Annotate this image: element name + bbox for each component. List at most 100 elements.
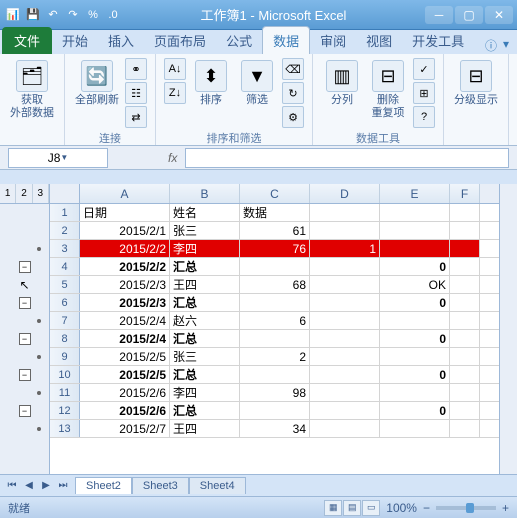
- cell[interactable]: [450, 258, 480, 275]
- filter-button[interactable]: ▼ 筛选: [236, 58, 278, 109]
- cell[interactable]: [240, 366, 310, 383]
- cell[interactable]: [380, 240, 450, 257]
- cell[interactable]: [240, 294, 310, 311]
- cell[interactable]: [310, 348, 380, 365]
- cell[interactable]: 0: [380, 258, 450, 275]
- cell[interactable]: 数据: [240, 204, 310, 221]
- file-tab[interactable]: 文件: [2, 27, 52, 54]
- row-header[interactable]: 7: [50, 312, 80, 329]
- vertical-scrollbar[interactable]: [499, 184, 517, 474]
- cell[interactable]: 日期: [80, 204, 170, 221]
- cell[interactable]: 34: [240, 420, 310, 437]
- tab-data[interactable]: 数据: [262, 26, 310, 54]
- fx-label[interactable]: fx: [168, 151, 177, 165]
- cell[interactable]: 张三: [170, 222, 240, 239]
- sheet-tab[interactable]: Sheet4: [189, 477, 246, 494]
- clear-filter-button[interactable]: ⌫: [282, 58, 304, 80]
- cell[interactable]: 0: [380, 294, 450, 311]
- row-header[interactable]: 9: [50, 348, 80, 365]
- row-header[interactable]: 3: [50, 240, 80, 257]
- undo-icon[interactable]: ↶: [44, 6, 62, 24]
- cell[interactable]: [450, 276, 480, 293]
- zoom-in-button[interactable]: +: [502, 501, 509, 515]
- validation-button[interactable]: ✓: [413, 58, 435, 80]
- tab-review[interactable]: 审阅: [310, 27, 356, 54]
- tab-view[interactable]: 视图: [356, 27, 402, 54]
- cell[interactable]: [380, 384, 450, 401]
- cell[interactable]: 2015/2/3: [80, 276, 170, 293]
- normal-view-button[interactable]: ▦: [324, 500, 342, 516]
- cell[interactable]: [450, 330, 480, 347]
- properties-button[interactable]: ☷: [125, 82, 147, 104]
- help-icon[interactable]: ⓘ: [485, 37, 497, 54]
- cell[interactable]: [310, 276, 380, 293]
- cell[interactable]: 姓名: [170, 204, 240, 221]
- cell[interactable]: 1: [310, 240, 380, 257]
- advanced-button[interactable]: ⚙: [282, 106, 304, 128]
- cell[interactable]: [310, 366, 380, 383]
- decimal-icon[interactable]: .0: [104, 6, 122, 24]
- tab-layout[interactable]: 页面布局: [144, 27, 216, 54]
- outline-level-1[interactable]: 1: [0, 184, 16, 203]
- page-layout-button[interactable]: ▤: [343, 500, 361, 516]
- cell[interactable]: 王四: [170, 276, 240, 293]
- cell[interactable]: [310, 258, 380, 275]
- cell[interactable]: 2015/2/4: [80, 330, 170, 347]
- cell[interactable]: 2015/2/2: [80, 240, 170, 257]
- cell[interactable]: 2015/2/3: [80, 294, 170, 311]
- cell[interactable]: 98: [240, 384, 310, 401]
- cell[interactable]: 汇总: [170, 330, 240, 347]
- outline-symbol[interactable]: [0, 204, 49, 222]
- formula-bar[interactable]: [185, 148, 509, 168]
- cell[interactable]: 0: [380, 402, 450, 419]
- cell[interactable]: 2015/2/1: [80, 222, 170, 239]
- cell[interactable]: [240, 330, 310, 347]
- cell[interactable]: [450, 222, 480, 239]
- cell[interactable]: 68: [240, 276, 310, 293]
- outline-symbol[interactable]: −: [0, 258, 49, 276]
- cell[interactable]: 2015/2/5: [80, 348, 170, 365]
- excel-icon[interactable]: 📊: [4, 6, 22, 24]
- row-header[interactable]: 13: [50, 420, 80, 437]
- cell[interactable]: [310, 384, 380, 401]
- row-header[interactable]: 5: [50, 276, 80, 293]
- outline-level-3[interactable]: 3: [33, 184, 49, 203]
- outline-symbol[interactable]: ↖: [0, 276, 49, 294]
- cell[interactable]: [380, 420, 450, 437]
- cell[interactable]: [450, 348, 480, 365]
- close-button[interactable]: ✕: [485, 6, 513, 24]
- sheet-tab[interactable]: Sheet3: [132, 477, 189, 494]
- zoom-out-button[interactable]: −: [423, 501, 430, 515]
- save-icon[interactable]: 💾: [24, 6, 42, 24]
- connections-button[interactable]: ⚭: [125, 58, 147, 80]
- outline-symbol[interactable]: [0, 420, 49, 438]
- col-header-F[interactable]: F: [450, 184, 480, 203]
- cell[interactable]: 76: [240, 240, 310, 257]
- outline-level-2[interactable]: 2: [16, 184, 32, 203]
- cell[interactable]: [450, 402, 480, 419]
- cell[interactable]: [380, 222, 450, 239]
- cell[interactable]: [310, 294, 380, 311]
- outline-symbol[interactable]: −: [0, 402, 49, 420]
- cell[interactable]: 6: [240, 312, 310, 329]
- cell[interactable]: [240, 258, 310, 275]
- cell[interactable]: [450, 204, 480, 221]
- tab-dev[interactable]: 开发工具: [402, 27, 474, 54]
- zoom-slider[interactable]: [436, 506, 496, 510]
- cell[interactable]: 李四: [170, 240, 240, 257]
- sort-asc-button[interactable]: A↓: [164, 58, 186, 80]
- row-header[interactable]: 10: [50, 366, 80, 383]
- cell[interactable]: 2015/2/7: [80, 420, 170, 437]
- cell[interactable]: [380, 204, 450, 221]
- cell[interactable]: 王四: [170, 420, 240, 437]
- cell[interactable]: [450, 294, 480, 311]
- cell[interactable]: 2015/2/2: [80, 258, 170, 275]
- row-header[interactable]: 8: [50, 330, 80, 347]
- cell[interactable]: 2015/2/6: [80, 402, 170, 419]
- col-header-A[interactable]: A: [80, 184, 170, 203]
- tab-home[interactable]: 开始: [52, 27, 98, 54]
- consolidate-button[interactable]: ⊞: [413, 82, 435, 104]
- cell[interactable]: [310, 402, 380, 419]
- cell[interactable]: [310, 312, 380, 329]
- row-header[interactable]: 12: [50, 402, 80, 419]
